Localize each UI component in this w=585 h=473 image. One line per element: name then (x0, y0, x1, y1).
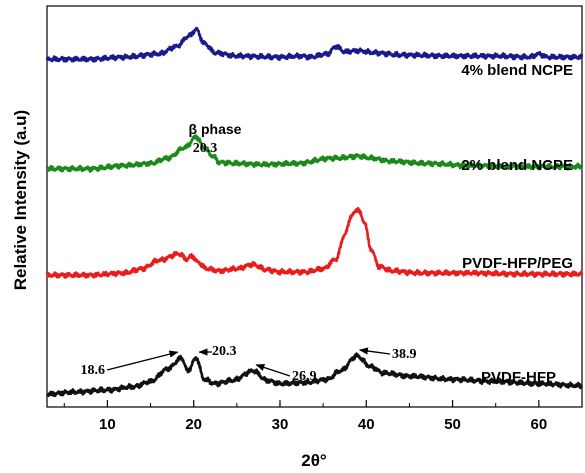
peak-arrow-26-9 (255, 363, 291, 377)
x-axis-title: 2θ° (301, 451, 327, 470)
beta-phase-label: β phase (189, 121, 242, 137)
x-tick-label-50: 50 (444, 416, 461, 433)
plot-area (46, 5, 583, 408)
annotation-layer: 18.6 20.3 26.9 38.9 β phase 20.3 (81, 121, 417, 384)
peak-label-38-9: 38.9 (392, 347, 417, 362)
x-tick-label-60: 60 (531, 416, 548, 433)
y-axis-title: Relative Intensity (a.u) (11, 110, 30, 290)
axis-layer: 10 20 30 40 50 60 (63, 400, 548, 433)
series-line-4-blend-ncpe (45, 26, 584, 63)
series-label-pvdf-hfp-peg: PVDF-HFP/PEG (462, 255, 573, 272)
peak-arrow-38-9 (358, 347, 391, 355)
beta-phase-value: 20.3 (193, 141, 218, 156)
series-label-pvdf-hfp: PVDF-HFP (481, 369, 556, 386)
series-label-2-blend-ncpe: 2% blend NCPE (461, 157, 573, 174)
series-label-layer: 4% blend NCPE 2% blend NCPE PVDF-HFP/PEG PV… (461, 62, 573, 386)
peak-arrow-18-6 (106, 350, 179, 371)
peak-label-26-9: 26.9 (292, 369, 317, 384)
series-line-pvdf-hfp-peg (45, 206, 584, 279)
series-label-4-blend-ncpe: 4% blend NCPE (461, 62, 573, 79)
series-line-pvdf-hfp (46, 352, 584, 398)
series-layer (45, 26, 584, 398)
x-tick-label-10: 10 (99, 416, 116, 433)
plot-frame (46, 5, 583, 408)
series-line-2-blend-ncpe (46, 134, 584, 173)
x-tick-label-20: 20 (185, 416, 202, 433)
x-tick-label-40: 40 (358, 416, 375, 433)
x-tick-label-30: 30 (272, 416, 289, 433)
peak-label-18-6: 18.6 (81, 363, 106, 378)
peak-label-20-3: 20.3 (212, 344, 237, 359)
